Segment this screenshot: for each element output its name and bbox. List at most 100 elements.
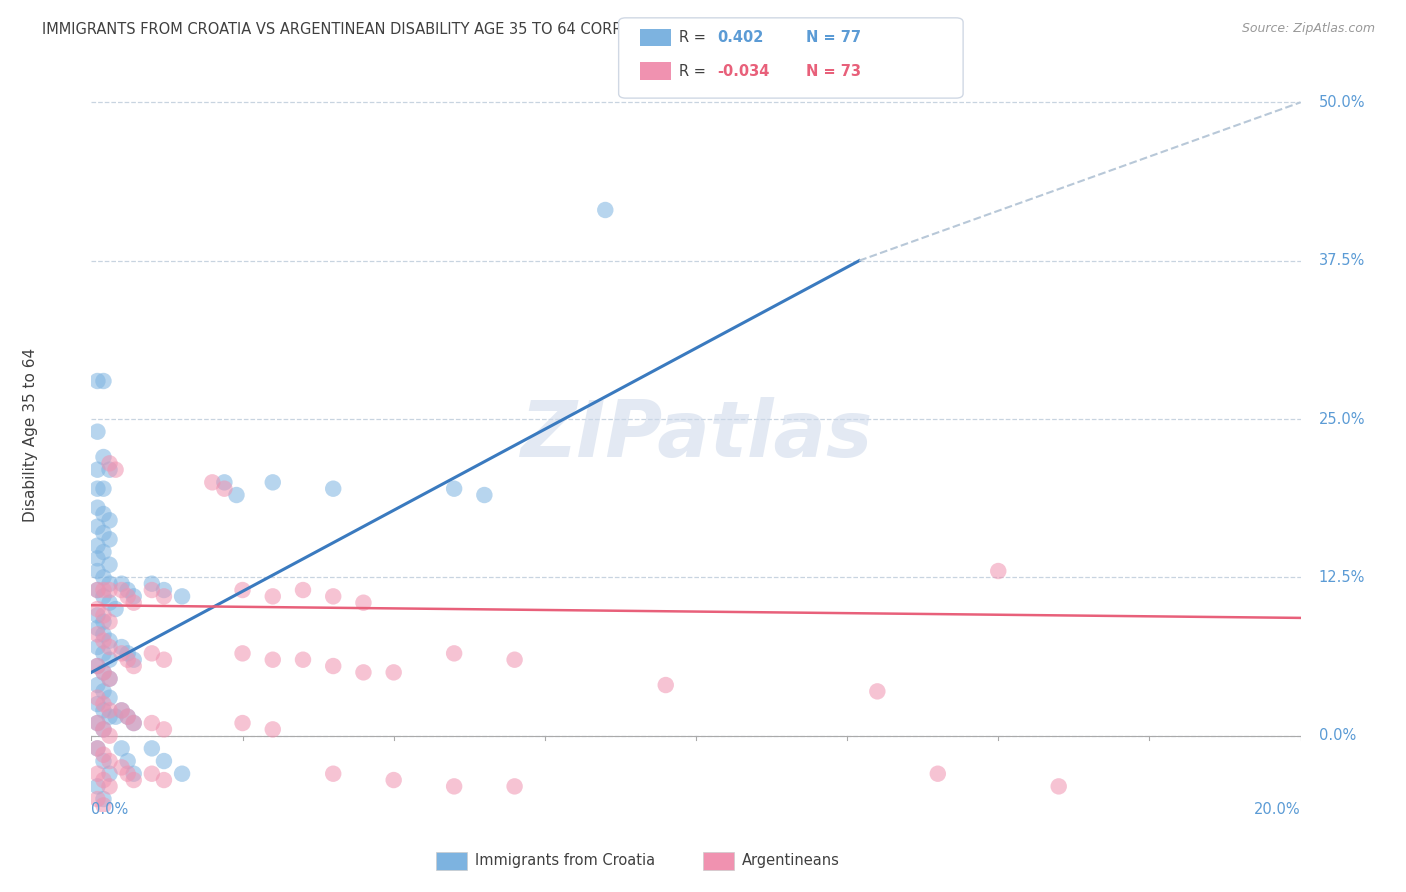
Point: [262, 653, 284, 667]
Point: [86, 602, 108, 616]
Point: [98, 672, 121, 686]
Point: [86, 425, 108, 439]
Point: [93, 633, 115, 648]
Point: [93, 545, 115, 559]
Text: 0.0%: 0.0%: [1319, 728, 1355, 743]
Point: [93, 608, 115, 623]
Point: [172, 590, 194, 604]
Point: [104, 709, 127, 723]
Point: [93, 684, 115, 698]
Point: [153, 754, 176, 768]
Point: [122, 659, 145, 673]
Point: [111, 741, 132, 756]
Point: [927, 766, 949, 780]
Point: [382, 772, 405, 787]
Point: [322, 482, 344, 496]
Point: [86, 741, 108, 756]
Point: [98, 690, 121, 705]
Point: [352, 596, 374, 610]
Point: [86, 482, 108, 496]
Point: [322, 590, 344, 604]
Point: [117, 590, 139, 604]
Point: [122, 716, 145, 731]
Point: [86, 582, 108, 597]
Text: R =: R =: [679, 30, 710, 45]
Point: [141, 741, 163, 756]
Point: [292, 653, 315, 667]
Text: 0.402: 0.402: [717, 30, 763, 45]
Point: [117, 766, 139, 780]
Text: 0.0%: 0.0%: [91, 802, 128, 816]
Point: [98, 558, 121, 572]
Point: [86, 519, 108, 533]
Point: [93, 482, 115, 496]
Point: [122, 772, 145, 787]
Point: [231, 582, 253, 597]
Point: [93, 526, 115, 541]
Point: [98, 513, 121, 527]
Point: [86, 659, 108, 673]
Point: [153, 590, 176, 604]
Point: [98, 633, 121, 648]
Point: [93, 798, 115, 813]
Point: [595, 202, 617, 217]
Point: [443, 646, 465, 660]
Point: [98, 766, 121, 780]
Point: [231, 716, 253, 731]
Point: [111, 640, 132, 654]
Point: [111, 703, 132, 717]
Point: [141, 716, 163, 731]
Point: [86, 582, 108, 597]
Point: [93, 723, 115, 737]
Point: [93, 754, 115, 768]
Text: 50.0%: 50.0%: [1319, 95, 1365, 110]
Text: Source: ZipAtlas.com: Source: ZipAtlas.com: [1241, 22, 1375, 36]
Point: [141, 582, 163, 597]
Point: [98, 754, 121, 768]
Point: [122, 653, 145, 667]
Point: [86, 640, 108, 654]
Point: [98, 672, 121, 686]
Point: [225, 488, 247, 502]
Point: [93, 792, 115, 806]
Point: [262, 590, 284, 604]
Point: [503, 780, 526, 794]
Point: [1047, 780, 1070, 794]
Text: 20.0%: 20.0%: [1254, 802, 1301, 816]
Point: [86, 741, 108, 756]
Point: [86, 551, 108, 566]
Point: [141, 646, 163, 660]
Point: [117, 754, 139, 768]
Point: [86, 690, 108, 705]
Point: [122, 596, 145, 610]
Text: Disability Age 35 to 64: Disability Age 35 to 64: [24, 348, 38, 522]
Point: [111, 703, 132, 717]
Point: [382, 665, 405, 680]
Point: [111, 760, 132, 774]
Point: [98, 582, 121, 597]
Point: [98, 653, 121, 667]
Text: N = 73: N = 73: [806, 64, 860, 78]
Point: [93, 703, 115, 717]
Point: [141, 766, 163, 780]
Point: [654, 678, 676, 692]
Point: [86, 678, 108, 692]
Point: [93, 772, 115, 787]
Point: [98, 533, 121, 547]
Point: [93, 507, 115, 521]
Point: [172, 766, 194, 780]
Point: [86, 539, 108, 553]
Text: 25.0%: 25.0%: [1319, 411, 1365, 426]
Point: [98, 780, 121, 794]
Point: [98, 709, 121, 723]
Point: [443, 482, 465, 496]
Point: [503, 653, 526, 667]
Point: [98, 615, 121, 629]
Point: [98, 729, 121, 743]
Point: [104, 463, 127, 477]
Text: R =: R =: [679, 64, 710, 78]
Point: [117, 709, 139, 723]
Point: [231, 646, 253, 660]
Point: [86, 792, 108, 806]
Point: [352, 665, 374, 680]
